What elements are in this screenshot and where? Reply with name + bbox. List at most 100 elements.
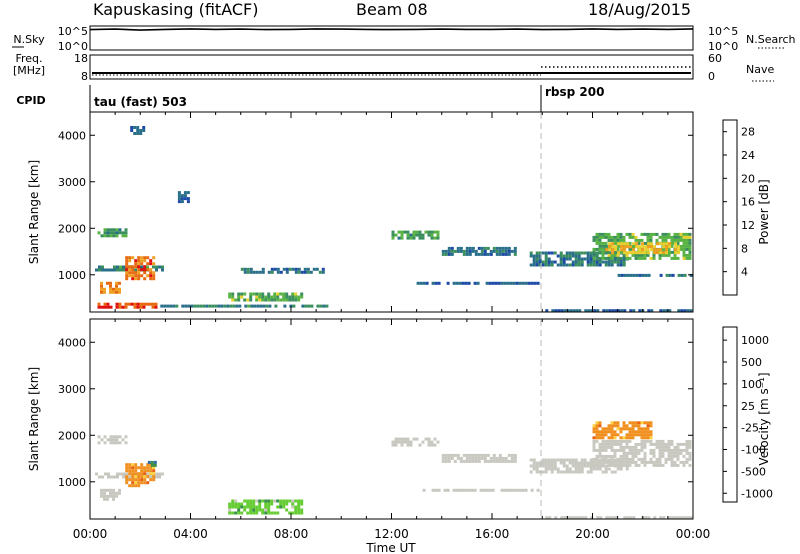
echo-cell <box>465 456 469 460</box>
echo-cell <box>252 511 256 515</box>
echo-cell <box>565 251 569 255</box>
echo-cell <box>103 302 107 306</box>
echo-cell <box>625 427 629 431</box>
echo-cell <box>504 459 508 463</box>
echo-cell <box>294 292 298 296</box>
echo-cell <box>306 270 310 274</box>
echo-cell <box>680 273 684 277</box>
echo-cell <box>304 304 308 308</box>
echo-cell <box>485 281 489 285</box>
echo-cell <box>149 277 153 281</box>
echo-cell <box>613 442 617 446</box>
echo-cell <box>297 267 301 271</box>
echo-cell <box>430 443 434 447</box>
echo-cell <box>149 472 153 476</box>
echo-cell <box>589 461 593 465</box>
echo-cell <box>100 305 104 309</box>
echo-cell <box>264 295 268 299</box>
echo-cell <box>240 295 244 299</box>
echo-cell <box>667 232 671 236</box>
echo-cell <box>109 438 113 442</box>
echo-cell <box>118 231 122 235</box>
echo-cell <box>495 252 499 256</box>
echo-cell <box>647 516 651 520</box>
echo-cell <box>688 451 692 455</box>
echo-cell <box>158 265 161 269</box>
echo-cell <box>577 260 581 264</box>
echo-cell <box>128 472 132 476</box>
echo-cell <box>513 252 517 256</box>
echo-cell <box>214 304 218 308</box>
echo-cell <box>598 458 602 462</box>
echo-cell <box>119 265 122 269</box>
echo-cell <box>658 256 662 260</box>
y-tick-label: 2000 <box>58 222 86 235</box>
echo-cell <box>613 241 617 245</box>
echo-cell <box>637 433 641 437</box>
echo-cell <box>571 260 575 264</box>
echo-cell <box>501 246 505 250</box>
echo-cell <box>554 516 558 520</box>
echo-cell <box>550 458 554 462</box>
echo-cell <box>634 463 638 467</box>
echo-cell <box>637 241 641 245</box>
echo-cell <box>465 249 469 253</box>
echo-cell <box>488 281 492 285</box>
echo-cell <box>124 228 128 232</box>
echo-cell <box>106 305 110 309</box>
cpid-mode-1: tau (fast) 503 <box>94 95 187 109</box>
echo-cell <box>641 242 645 246</box>
echo-cell <box>103 305 107 309</box>
echo-cell <box>598 241 602 245</box>
echo-cell <box>285 499 289 503</box>
echo-cell <box>664 445 668 449</box>
echo-cell <box>474 249 478 253</box>
echo-cell <box>169 304 173 308</box>
echo-cell <box>670 463 674 467</box>
echo-cell <box>436 236 440 240</box>
echo-cell <box>619 256 623 260</box>
echo-cell <box>246 511 250 515</box>
echo-cell <box>598 232 602 236</box>
echo-cell <box>607 436 611 440</box>
echo-cell <box>622 460 626 464</box>
echo-cell <box>598 451 602 455</box>
echo-cell <box>668 273 672 277</box>
echo-cell <box>486 246 490 250</box>
echo-cell <box>650 245 654 249</box>
echo-cell <box>134 484 138 488</box>
echo-cell <box>682 256 686 260</box>
echo-cell <box>634 451 638 455</box>
echo-cell <box>177 194 181 198</box>
echo-cell <box>595 448 599 452</box>
echo-cell <box>659 273 663 277</box>
echo-cell <box>538 251 542 255</box>
echo-cell <box>658 463 662 467</box>
echo-cell <box>294 270 298 274</box>
echo-cell <box>592 439 596 443</box>
echo-cell <box>649 457 653 461</box>
echo-cell <box>682 250 686 254</box>
echo-cell <box>631 451 635 455</box>
echo-cell <box>504 249 508 253</box>
echo-cell <box>550 470 554 474</box>
echo-cell <box>186 191 190 195</box>
echo-cell <box>616 238 620 242</box>
echo-cell <box>613 460 617 464</box>
echo-cell <box>589 470 593 474</box>
echo-cell <box>616 247 620 251</box>
echo-cell <box>229 304 233 308</box>
echo-cell <box>459 249 463 253</box>
echo-cell <box>418 233 422 237</box>
echo-cell <box>665 245 669 249</box>
echo-cell <box>661 238 665 242</box>
echo-cell <box>443 488 447 492</box>
echo-cell <box>619 448 623 452</box>
echo-cell <box>146 475 150 479</box>
echo-cell <box>421 440 425 444</box>
echo-cell <box>628 232 632 236</box>
echo-cell <box>447 249 451 253</box>
echo-cell <box>172 304 176 308</box>
echo-cell <box>560 309 564 313</box>
